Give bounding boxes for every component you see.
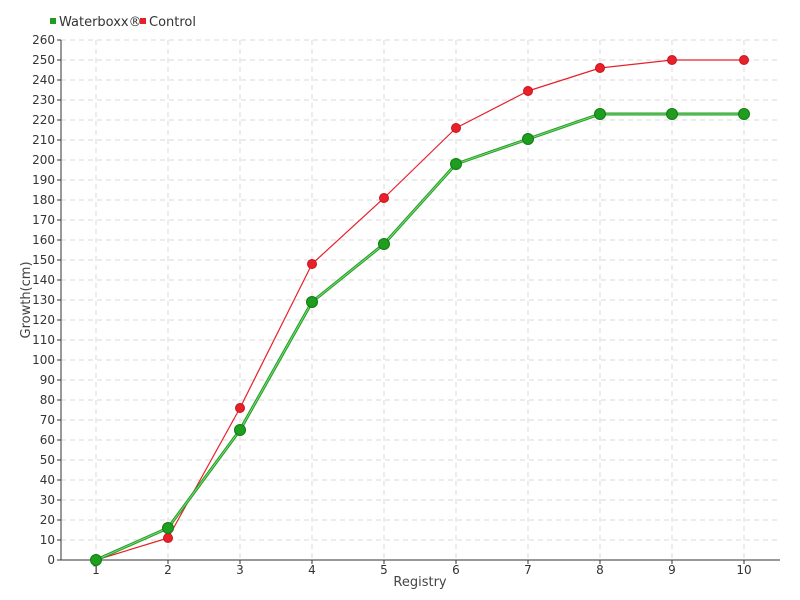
axis-layer: 0102030405060708090100110120130140150160…	[32, 33, 780, 577]
x-tick-label: 6	[452, 563, 460, 577]
data-point-waterboxx	[594, 108, 606, 120]
y-tick-label: 170	[32, 213, 55, 227]
x-tick-label: 5	[380, 563, 388, 577]
data-point-control	[523, 86, 533, 96]
y-tick-label: 150	[32, 253, 55, 267]
y-tick-label: 110	[32, 333, 55, 347]
x-tick-label: 8	[596, 563, 604, 577]
data-point-waterboxx	[522, 133, 534, 145]
y-tick-label: 0	[47, 553, 55, 567]
x-tick-label: 1	[92, 563, 100, 577]
y-tick-label: 10	[40, 533, 55, 547]
legend: Waterboxx® Control	[50, 15, 196, 30]
data-point-waterboxx	[378, 238, 390, 250]
legend-label-waterboxx: Waterboxx®	[59, 15, 142, 30]
data-point-waterboxx	[90, 554, 102, 566]
y-tick-label: 190	[32, 173, 55, 187]
y-tick-label: 50	[40, 453, 55, 467]
y-tick-label: 90	[40, 373, 55, 387]
grid-layer	[61, 39, 780, 560]
y-tick-label: 160	[32, 233, 55, 247]
data-point-control	[595, 63, 605, 73]
y-tick-label: 120	[32, 313, 55, 327]
data-point-waterboxx	[162, 522, 174, 534]
data-point-waterboxx	[234, 424, 246, 436]
data-point-control	[379, 193, 389, 203]
y-tick-label: 140	[32, 273, 55, 287]
data-point-control	[235, 403, 245, 413]
series-layer	[90, 55, 750, 566]
y-tick-label: 20	[40, 513, 55, 527]
x-tick-label: 7	[524, 563, 532, 577]
y-tick-label: 130	[32, 293, 55, 307]
data-point-control	[307, 259, 317, 269]
x-tick-label: 10	[736, 563, 751, 577]
legend-swatch-waterboxx	[50, 18, 56, 24]
y-tick-label: 240	[32, 73, 55, 87]
y-tick-label: 100	[32, 353, 55, 367]
x-tick-label: 2	[164, 563, 172, 577]
y-tick-label: 180	[32, 193, 55, 207]
legend-swatch-control	[140, 18, 146, 24]
legend-label-control: Control	[149, 15, 196, 30]
y-tick-label: 40	[40, 473, 55, 487]
y-tick-label: 210	[32, 133, 55, 147]
x-tick-label: 4	[308, 563, 316, 577]
series-line-highlight-waterboxx	[95, 113, 744, 561]
y-tick-label: 230	[32, 93, 55, 107]
y-tick-label: 200	[32, 153, 55, 167]
y-tick-label: 250	[32, 53, 55, 67]
data-point-control	[163, 533, 173, 543]
y-tick-label: 80	[40, 393, 55, 407]
series-line-control	[95, 59, 744, 561]
data-point-waterboxx	[666, 108, 678, 120]
data-point-control	[739, 55, 749, 65]
data-point-control	[451, 123, 461, 133]
y-tick-label: 60	[40, 433, 55, 447]
data-point-control	[667, 55, 677, 65]
data-point-waterboxx	[450, 158, 462, 170]
y-axis-title: Growth(cm)	[19, 261, 34, 338]
y-tick-label: 260	[32, 33, 55, 47]
x-axis-title: Registry	[393, 575, 447, 590]
x-tick-label: 3	[236, 563, 244, 577]
y-tick-label: 30	[40, 493, 55, 507]
x-tick-label: 9	[668, 563, 676, 577]
y-tick-label: 220	[32, 113, 55, 127]
data-point-waterboxx	[738, 108, 750, 120]
data-point-waterboxx	[306, 296, 318, 308]
y-tick-label: 70	[40, 413, 55, 427]
